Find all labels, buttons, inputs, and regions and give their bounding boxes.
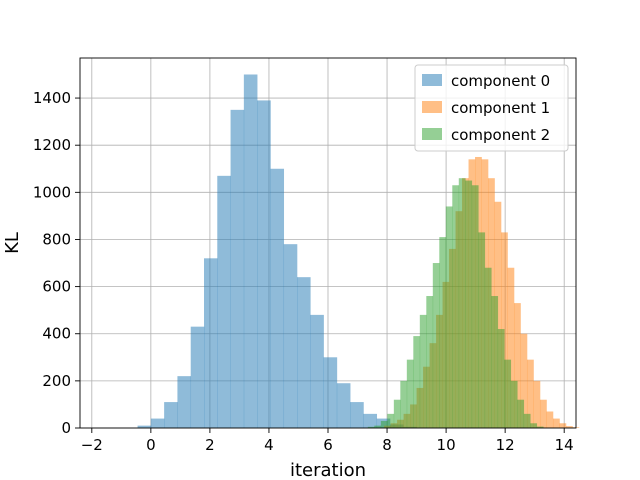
histogram-bar-component-2 (465, 180, 473, 428)
histogram-bar-component-2 (458, 178, 466, 428)
y-tick-label: 1000 (33, 183, 71, 201)
histogram-bar-component-0 (270, 168, 285, 428)
x-axis-ticks: −2 0 2 4 6 8 10 12 14 (81, 428, 574, 454)
histogram-bar-component-1 (533, 380, 541, 428)
legend-swatch-component-0 (422, 74, 442, 86)
x-tick-label: 4 (264, 436, 274, 454)
histogram-bar-component-0 (137, 425, 152, 428)
histogram-bar-component-2 (510, 380, 518, 428)
histogram-bar-component-2 (439, 237, 447, 428)
histogram-bar-component-2 (445, 206, 453, 428)
histogram-bar-component-0 (190, 326, 205, 428)
histogram-bar-component-1 (559, 423, 567, 428)
x-axis-label: iteration (290, 460, 366, 480)
histogram-bar-component-2 (406, 359, 414, 428)
histogram-bar-component-2 (400, 380, 408, 428)
x-tick-label: 0 (146, 436, 156, 454)
y-tick-label: 400 (42, 325, 71, 343)
histogram-bar-component-2 (471, 185, 479, 428)
histogram-bar-component-0 (323, 357, 338, 428)
y-axis-label: KL (2, 232, 23, 254)
histogram-bar-component-1 (565, 426, 573, 428)
histogram-bar-component-0 (310, 314, 324, 428)
histogram-bar-component-2 (393, 399, 401, 428)
histogram-bar-component-0 (204, 258, 218, 428)
histogram-bar-component-2 (374, 425, 382, 428)
legend-label-component-1: component 1 (451, 99, 550, 117)
histogram-bar-component-2 (380, 420, 388, 428)
histogram-bar-component-2 (484, 267, 492, 428)
legend-label-component-2: component 2 (451, 126, 550, 144)
histogram-bar-component-2 (413, 336, 421, 428)
histogram-bar-component-2 (452, 185, 460, 428)
histogram-bar-component-2 (419, 314, 427, 428)
x-tick-label: 2 (205, 436, 215, 454)
histogram-bar-component-1 (520, 333, 528, 428)
y-tick-label: 800 (42, 230, 71, 248)
x-tick-label: 14 (555, 436, 574, 454)
histogram-bar-component-0 (297, 277, 311, 428)
histogram-bar-component-1 (507, 267, 515, 428)
legend-label-component-0: component 0 (451, 72, 550, 90)
x-tick-label: 10 (437, 436, 456, 454)
histogram-bar-component-1 (546, 411, 554, 428)
histogram-bar-component-2 (517, 399, 525, 428)
y-tick-label: 600 (42, 278, 71, 296)
histogram-bar-component-2 (504, 359, 512, 428)
histogram-bar-component-0 (230, 109, 245, 428)
histogram-bar-component-0 (243, 74, 258, 428)
x-tick-label: −2 (81, 436, 103, 454)
histogram-bar-component-0 (257, 100, 271, 428)
legend-box (414, 64, 569, 152)
y-tick-label: 200 (42, 372, 71, 390)
histogram-bar-component-2 (491, 296, 499, 428)
histogram-bar-component-1 (514, 303, 521, 428)
histogram-bar-component-2 (478, 232, 486, 428)
histogram-bar-component-2 (387, 413, 395, 428)
legend: component 0 component 1 component 2 (414, 64, 569, 152)
y-axis-ticks: 0 200 400 600 800 1000 1200 1400 (33, 89, 80, 437)
histogram-bar-component-2 (523, 413, 531, 428)
legend-swatch-component-1 (422, 101, 442, 113)
histogram-bar-component-2 (426, 296, 434, 428)
histogram-bar-component-0 (150, 418, 165, 428)
y-tick-label: 1400 (33, 89, 71, 107)
histogram-bars (137, 74, 580, 428)
histogram-bar-component-0 (164, 402, 178, 428)
histogram-bar-component-0 (217, 175, 231, 428)
histogram-bar-component-2 (497, 329, 505, 428)
y-tick-label: 0 (61, 419, 71, 437)
histogram-bar-component-0 (350, 402, 364, 428)
x-tick-label: 6 (323, 436, 333, 454)
histogram-bar-component-0 (363, 413, 378, 428)
histogram-bar-component-0 (336, 383, 351, 428)
histogram-bar-component-1 (539, 399, 547, 428)
y-tick-label: 1200 (33, 136, 71, 154)
histogram-bar-component-0 (283, 244, 298, 428)
histogram-bar-component-1 (552, 418, 560, 428)
histogram-bar-component-2 (367, 426, 375, 428)
legend-swatch-component-2 (422, 128, 442, 140)
histogram-bar-component-2 (432, 263, 440, 428)
histogram-bar-component-2 (536, 426, 544, 428)
x-tick-label: 12 (496, 436, 515, 454)
histogram-bar-component-0 (177, 376, 192, 428)
histogram-bar-component-2 (530, 423, 538, 428)
x-tick-label: 8 (382, 436, 392, 454)
histogram-bar-component-1 (526, 359, 534, 428)
